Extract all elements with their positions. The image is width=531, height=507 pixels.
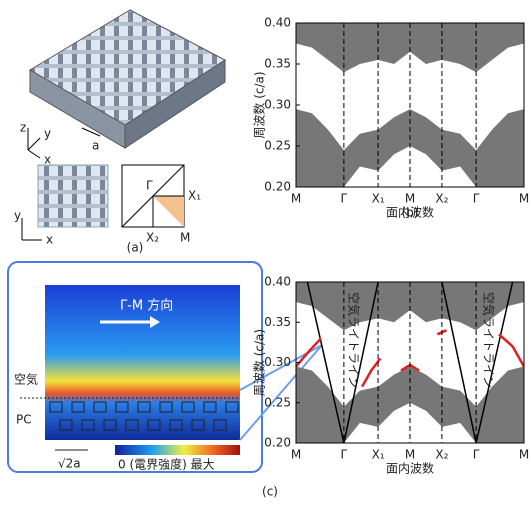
y-axis-label: 周波数 (c/a)	[252, 71, 267, 138]
x-tick-label: M	[405, 192, 415, 206]
x-tick-label: M	[291, 192, 301, 206]
x-tick-label: X₂	[435, 192, 448, 206]
air-label: 空気	[14, 372, 38, 387]
x-tick-label: Γ	[473, 192, 480, 206]
pc-label: PC	[16, 413, 32, 427]
x-tick-label: X₁	[372, 448, 385, 462]
y-axis-label: 周波数 (c/a)	[252, 329, 267, 396]
x-tick-label: X₂	[435, 448, 448, 462]
y-tick-label: 0.20	[264, 180, 291, 194]
axis-z: z	[20, 121, 26, 135]
axis-x: x	[44, 153, 51, 167]
annotation: 空気ライトライン	[482, 292, 497, 388]
colorbar-label: 0 (電界強度) 最大	[118, 457, 215, 472]
period: a	[92, 139, 99, 153]
bz-label: X₁	[188, 189, 201, 203]
x-tick-label: Γ	[341, 192, 348, 206]
y-tick-label: 0.25	[264, 395, 291, 409]
y-tick-label: 0.20	[264, 436, 291, 450]
panel-label: (b)	[402, 206, 419, 220]
x-axis-label: 面内波数	[386, 461, 434, 476]
x-tick-label: X₁	[372, 192, 385, 206]
x-tick-label: Γ	[473, 448, 480, 462]
scale-label: √2a	[58, 457, 81, 471]
x-tick-label: M	[405, 448, 415, 462]
colorbar	[115, 445, 240, 455]
bz-label: M	[180, 231, 190, 245]
y-tick-label: 0.35	[264, 57, 291, 71]
panel-label: (a)	[127, 241, 144, 255]
bz-label: X₂	[146, 231, 159, 245]
x-tick-label: M	[519, 448, 529, 462]
bz-label: Γ	[146, 179, 153, 193]
annotation: 空気ライトライン	[347, 292, 362, 388]
x-tick-label: M	[519, 192, 529, 206]
y-tick-label: 0.30	[264, 355, 291, 369]
y-tick-label: 0.40	[264, 275, 291, 289]
panel-label: (c)	[262, 485, 278, 499]
y-tick-label: 0.25	[264, 139, 291, 153]
y-tick-label: 0.40	[264, 16, 291, 30]
y-tick-label: 0.35	[264, 315, 291, 329]
brillouin-zone	[122, 165, 184, 227]
x-tick-label: M	[291, 448, 301, 462]
unit-cell	[38, 165, 108, 227]
woodpile-3d	[30, 10, 225, 148]
axis-y: y	[14, 209, 21, 223]
axis-y: y	[44, 127, 51, 141]
axis-x: x	[46, 233, 53, 247]
x-tick-label: Γ	[341, 448, 348, 462]
y-tick-label: 0.30	[264, 98, 291, 112]
direction-label: Γ-M 方向	[120, 298, 173, 314]
figure: z y x a y x Γ X₁ X₂ M (a) Γ-M 方向 空気 PC √…	[0, 0, 531, 507]
